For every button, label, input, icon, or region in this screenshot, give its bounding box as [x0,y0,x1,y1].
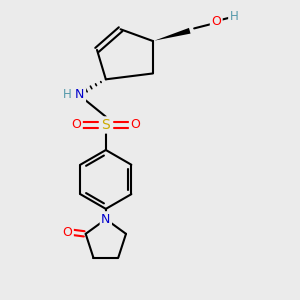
Polygon shape [154,28,190,41]
Text: O: O [71,118,81,131]
Text: N: N [75,88,85,101]
Text: N: N [101,213,110,226]
Text: H: H [230,10,238,22]
Text: H: H [63,88,71,101]
Text: O: O [62,226,72,239]
Text: S: S [101,118,110,132]
Text: O: O [211,15,221,28]
Text: O: O [130,118,140,131]
